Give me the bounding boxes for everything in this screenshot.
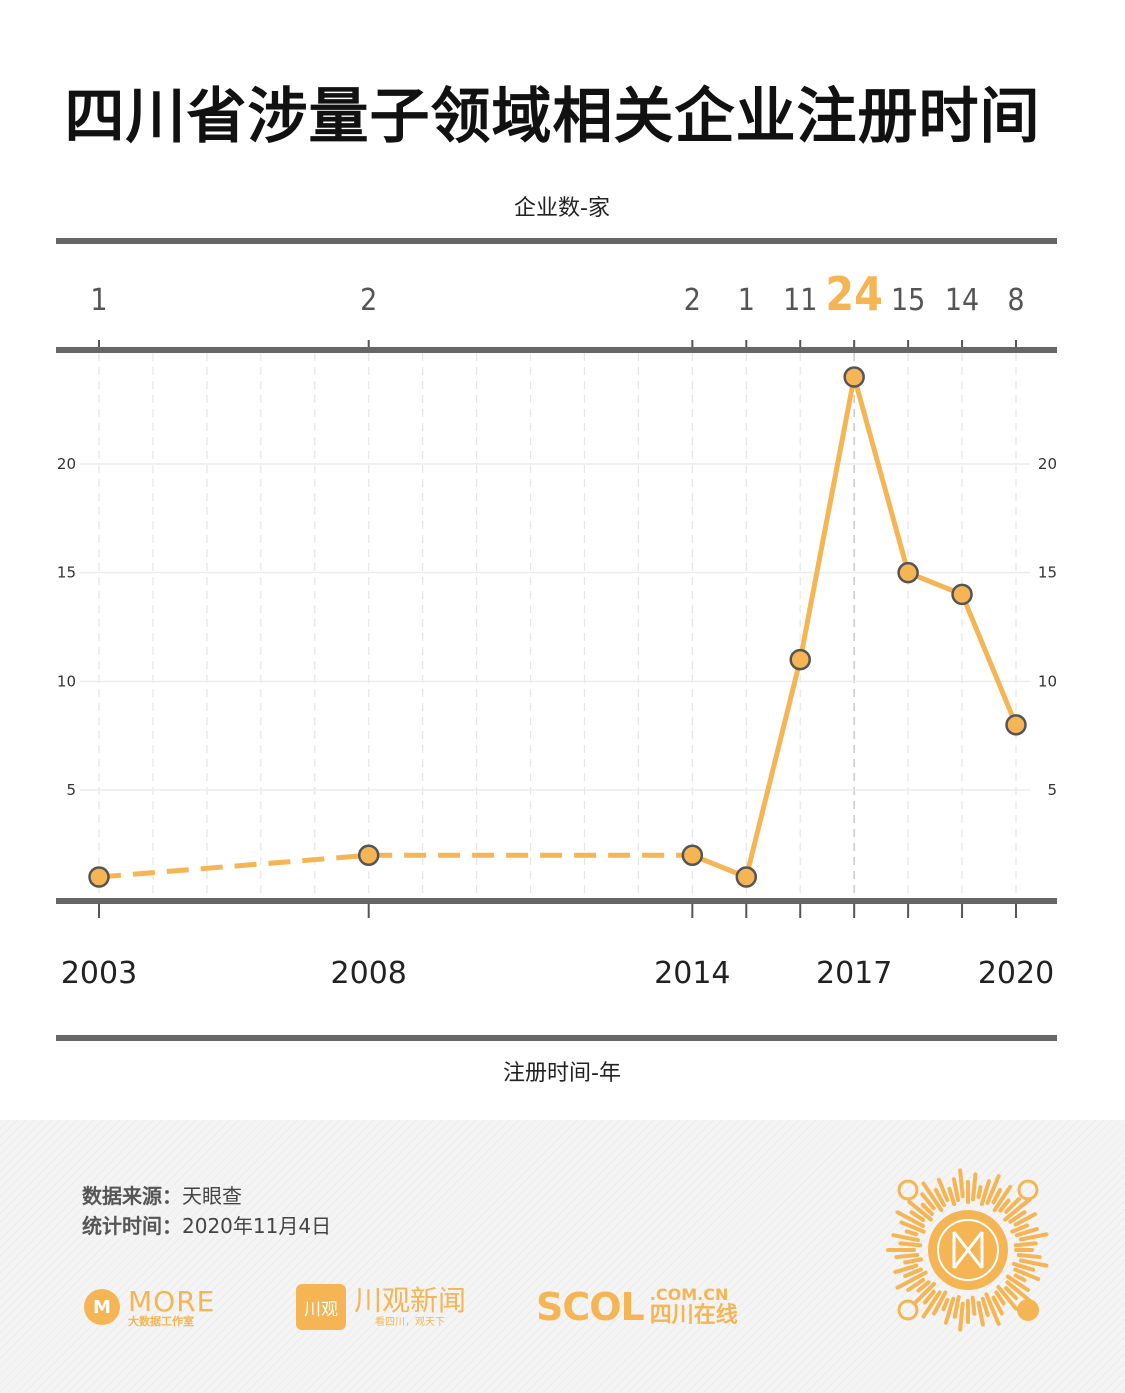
- data-points: [88, 366, 1027, 888]
- count-labels: 1 2 2 1 11 24 15 14 8: [90, 267, 1025, 347]
- footer: 数据来源：天眼查 统计时间：2020年11月4日 M MORE 大数据工作室 川…: [0, 1120, 1125, 1393]
- plot-top-rule: [56, 347, 1057, 353]
- y-tick-label-right: 20: [1038, 455, 1057, 473]
- x-tick-label: 2017: [816, 956, 892, 991]
- data-point: [88, 866, 110, 888]
- y-axis-title: 企业数-家: [514, 196, 610, 221]
- data-source-key: 数据来源：: [82, 1184, 182, 1208]
- scol-logo-name: SCOL: [536, 1285, 645, 1329]
- x-ticks: 2003 2008 2014 2017 2020: [61, 904, 1054, 991]
- more-logo-sub: 大数据工作室: [128, 1314, 194, 1328]
- y-tick-label-left: 20: [57, 455, 76, 473]
- x-tick-label: 2008: [331, 956, 407, 991]
- count-label: 15: [891, 283, 925, 318]
- count-label: 1: [90, 283, 107, 318]
- y-tick-label-left: 10: [57, 672, 76, 690]
- bottom-rule: [56, 1035, 1057, 1041]
- y-tick-labels: 5 5 10 10 15 15 20 20: [57, 455, 1057, 799]
- y-tick-label-right: 5: [1047, 781, 1057, 799]
- data-point: [789, 648, 811, 671]
- chuanguan-logo-icon: 川观: [296, 1284, 346, 1330]
- count-label: 1: [738, 283, 755, 318]
- more-logo: M MORE 大数据工作室: [84, 1282, 215, 1332]
- data-point: [357, 844, 380, 867]
- data-point: [951, 583, 973, 606]
- y-tick-label-left: 15: [57, 564, 76, 582]
- series-line-dashed: [98, 852, 693, 880]
- x-tick-label: 2003: [61, 956, 137, 991]
- top-rule: [56, 238, 1057, 244]
- count-label: 2: [684, 283, 701, 318]
- scol-logo-cn: 四川在线: [649, 1302, 738, 1328]
- series-line: [98, 374, 1019, 880]
- data-point: [897, 561, 919, 584]
- count-label: 14: [945, 283, 979, 318]
- stat-date-key: 统计时间：: [82, 1214, 182, 1238]
- y-tick-label-left: 5: [66, 781, 76, 799]
- y-tick-label-right: 10: [1038, 672, 1057, 690]
- mini-program-code-icon: [886, 1168, 1049, 1332]
- chuanguan-logo-name: 川观新闻: [354, 1284, 467, 1318]
- more-logo-icon: M: [84, 1289, 120, 1325]
- count-label: 8: [1007, 283, 1024, 318]
- data-point: [681, 844, 704, 867]
- count-label: 11: [783, 283, 817, 318]
- chuanguan-logo-slogan: 看四川，观天下: [375, 1316, 445, 1328]
- x-tick-label: 2020: [978, 956, 1054, 991]
- stat-date: 统计时间：2020年11月4日: [82, 1210, 331, 1239]
- count-label: 2: [360, 283, 377, 318]
- x-tick-label: 2014: [654, 956, 730, 991]
- scol-logo-domain: .COM.CN: [649, 1285, 729, 1305]
- data-point: [735, 866, 758, 888]
- count-label: 24: [825, 267, 883, 321]
- x-axis-title: 注册时间-年: [503, 1061, 621, 1086]
- stat-date-value: 2020年11月4日: [182, 1214, 332, 1238]
- page-title: 四川省涉量子领域相关企业注册时间: [64, 82, 1041, 152]
- data-point: [843, 366, 865, 388]
- grid: [80, 353, 1030, 898]
- more-logo-name: MORE: [128, 1284, 216, 1318]
- data-source: 数据来源：天眼查: [82, 1180, 242, 1209]
- data-source-value: 天眼查: [182, 1184, 242, 1208]
- y-tick-label-right: 15: [1038, 564, 1057, 582]
- chuanguan-logo: 川观 川观新闻 看四川，观天下: [296, 1282, 466, 1332]
- data-point: [1005, 714, 1027, 736]
- scol-logo: SCOL .COM.CN 四川在线: [536, 1282, 738, 1332]
- x-axis-rule: [56, 898, 1057, 904]
